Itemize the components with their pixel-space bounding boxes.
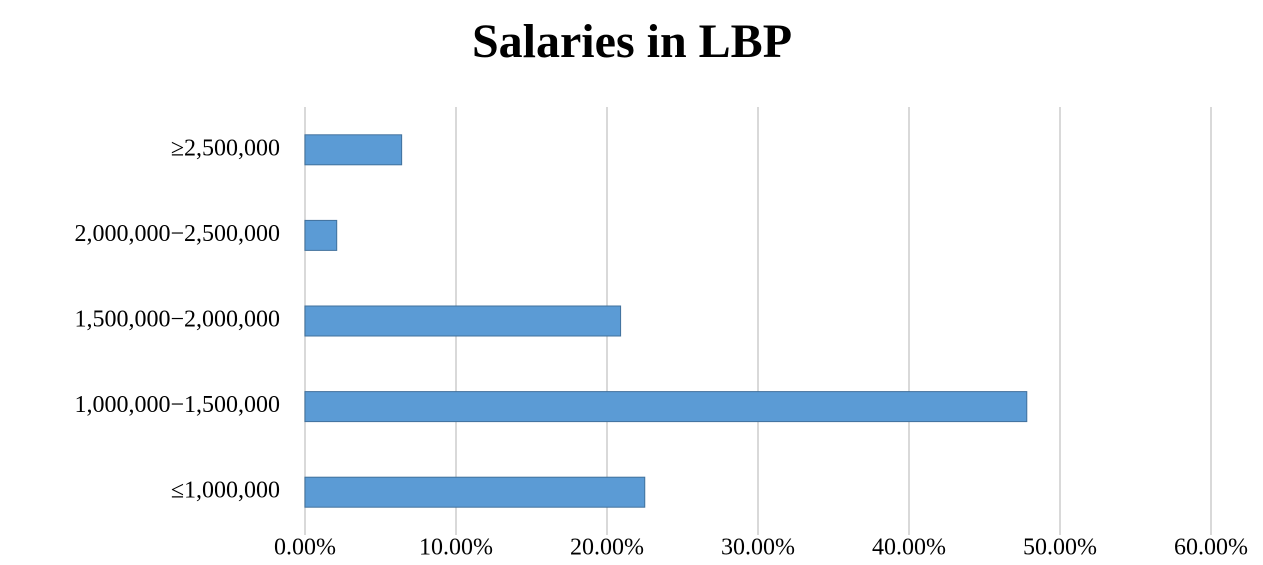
x-tick-label: 60.00% (1174, 535, 1248, 561)
x-tick-label: 50.00% (1023, 535, 1097, 561)
bar (304, 219, 338, 251)
y-tick-label: 2,000,000−2,500,000 (74, 221, 280, 247)
y-tick-label: ≥2,500,000 (171, 135, 280, 161)
x-tick-label: 20.00% (570, 535, 644, 561)
x-tick-label: 0.00% (274, 535, 336, 561)
chart-title: Salaries in LBP (472, 15, 792, 68)
bar (304, 134, 403, 166)
bar (304, 305, 622, 337)
bar (304, 476, 646, 508)
x-tick-label: 40.00% (872, 535, 946, 561)
x-tick-label: 30.00% (721, 535, 795, 561)
y-tick-label: ≤1,000,000 (171, 478, 280, 504)
y-tick-label: 1,000,000−1,500,000 (74, 392, 280, 418)
x-tick-label: 10.00% (419, 535, 493, 561)
bar (304, 391, 1028, 423)
y-tick-label: 1,500,000−2,000,000 (74, 307, 280, 333)
